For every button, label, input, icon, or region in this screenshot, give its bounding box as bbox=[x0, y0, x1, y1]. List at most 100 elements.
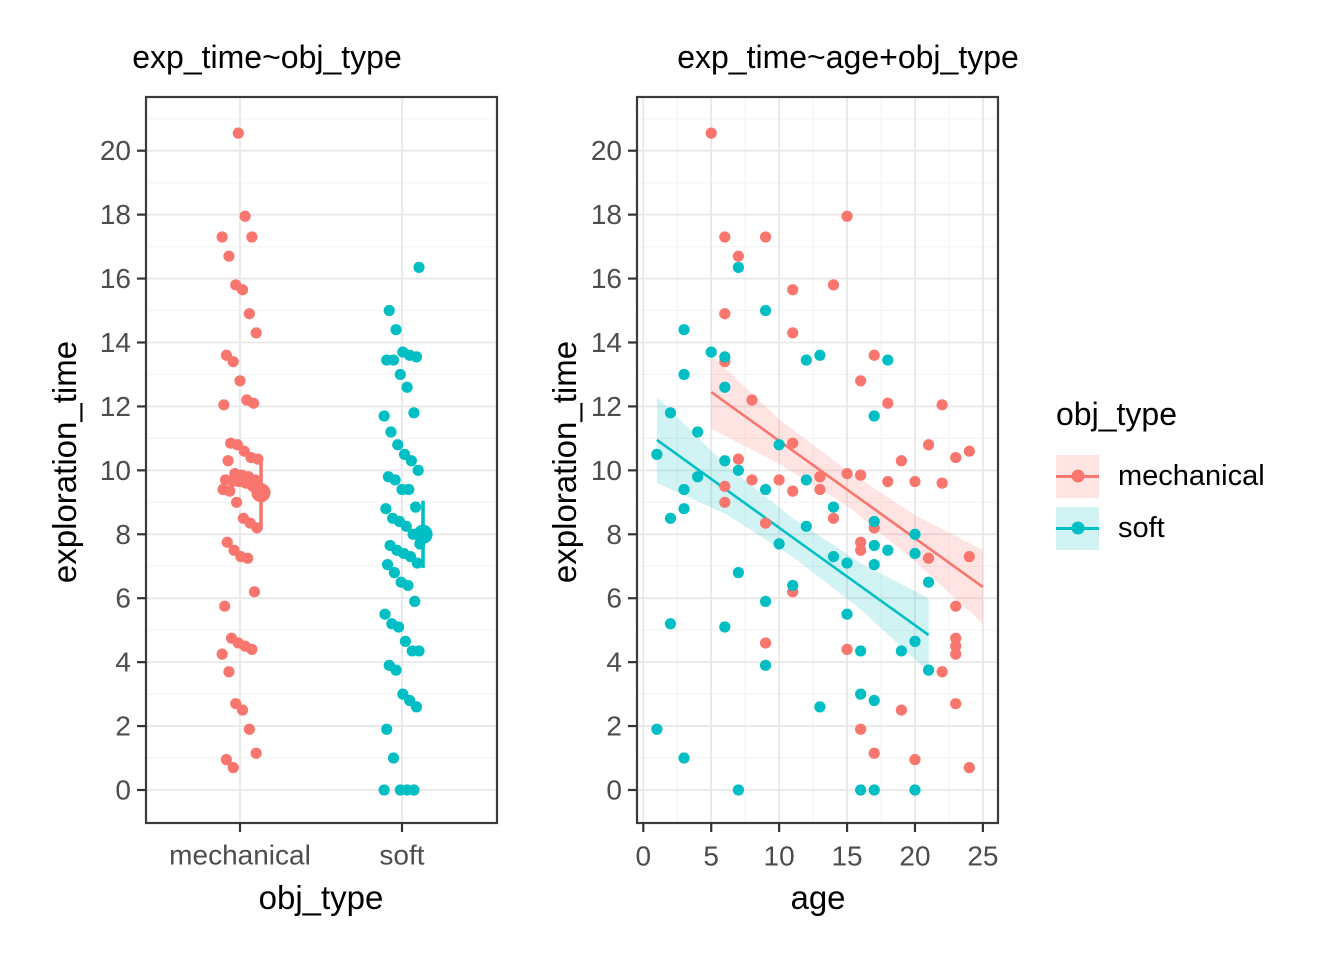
data-point-mechanical bbox=[759, 517, 772, 529]
data-point-mechanical bbox=[963, 762, 975, 774]
jitter-point-soft bbox=[394, 368, 406, 381]
y-tick-label: 2 bbox=[606, 711, 622, 742]
mean-point-soft bbox=[413, 524, 433, 544]
data-point-soft bbox=[868, 694, 880, 707]
data-point-mechanical bbox=[909, 754, 921, 766]
jitter-point-soft bbox=[378, 784, 390, 796]
data-point-soft bbox=[664, 618, 677, 630]
jitter-point-mechanical bbox=[218, 399, 230, 411]
jitter-point-mechanical bbox=[243, 723, 255, 735]
jitter-point-soft bbox=[400, 520, 412, 532]
data-point-mechanical bbox=[759, 637, 772, 649]
jitter-point-mechanical bbox=[239, 210, 251, 222]
jitter-point-soft bbox=[405, 455, 417, 467]
panel-border bbox=[144, 95, 499, 825]
jitter-point-mechanical bbox=[242, 552, 254, 564]
jitter-point-soft bbox=[412, 464, 424, 476]
data-point-soft bbox=[705, 346, 717, 358]
fit-line-soft bbox=[656, 438, 930, 637]
data-point-mechanical bbox=[855, 544, 867, 556]
data-point-soft bbox=[719, 455, 731, 467]
data-point-mechanical bbox=[936, 666, 948, 678]
y-tick-label: 16 bbox=[100, 263, 131, 294]
data-point-mechanical bbox=[719, 231, 731, 243]
data-point-soft bbox=[922, 576, 935, 588]
jitter-point-soft bbox=[378, 410, 390, 422]
data-point-soft bbox=[868, 515, 880, 528]
y-tick-label: 0 bbox=[606, 775, 622, 806]
jitter-point-soft bbox=[403, 483, 415, 496]
jitter-point-soft bbox=[410, 501, 422, 513]
data-point-soft bbox=[678, 368, 690, 381]
x-category-label: soft bbox=[379, 840, 424, 871]
panel-background bbox=[146, 97, 497, 823]
jitter-point-mechanical bbox=[248, 586, 261, 598]
y-tick-label: 2 bbox=[115, 711, 131, 742]
data-point-soft bbox=[678, 324, 690, 336]
data-point-soft bbox=[800, 474, 812, 486]
data-point-mechanical bbox=[732, 250, 744, 262]
data-point-soft bbox=[868, 539, 880, 552]
jitter-point-soft bbox=[379, 608, 391, 620]
x-category-label: mechanical bbox=[169, 840, 311, 871]
panel-border bbox=[635, 95, 1000, 825]
jitter-point-soft bbox=[392, 439, 404, 451]
data-point-soft bbox=[895, 645, 907, 657]
jitter-point-soft bbox=[410, 701, 423, 713]
data-point-soft bbox=[855, 688, 867, 700]
data-point-soft bbox=[814, 349, 826, 361]
data-point-mechanical bbox=[827, 512, 840, 524]
data-point-soft bbox=[841, 557, 853, 569]
y-tick-label: 14 bbox=[100, 327, 131, 358]
data-point-mechanical bbox=[868, 747, 880, 759]
data-point-mechanical bbox=[855, 723, 867, 735]
data-point-soft bbox=[855, 784, 867, 796]
data-point-soft bbox=[922, 664, 935, 676]
jitter-point-soft bbox=[381, 559, 394, 571]
right-x-axis-title: age bbox=[790, 879, 846, 916]
data-point-mechanical bbox=[814, 483, 826, 496]
y-tick-label: 14 bbox=[591, 327, 622, 358]
jitter-point-mechanical bbox=[250, 747, 262, 759]
data-point-soft bbox=[800, 520, 812, 532]
jitter-point-mechanical bbox=[216, 648, 228, 660]
legend-label-soft: soft bbox=[1118, 511, 1165, 544]
data-point-soft bbox=[827, 551, 840, 563]
data-point-mechanical bbox=[895, 455, 907, 467]
data-point-soft bbox=[787, 579, 799, 592]
data-point-mechanical bbox=[950, 698, 962, 710]
jitter-point-mechanical bbox=[227, 356, 239, 368]
data-point-soft bbox=[692, 471, 704, 483]
jitter-point-mechanical bbox=[236, 284, 249, 296]
y-tick-label: 10 bbox=[591, 455, 622, 486]
x-tick-label: 5 bbox=[703, 841, 719, 872]
jitter-point-mechanical bbox=[223, 666, 235, 678]
data-point-soft bbox=[800, 354, 812, 366]
data-point-mechanical bbox=[950, 600, 962, 612]
jitter-point-soft bbox=[413, 261, 425, 273]
legend-entry-mechanical: mechanical bbox=[1056, 453, 1265, 499]
jitter-point-mechanical bbox=[248, 397, 260, 409]
data-point-mechanical bbox=[719, 308, 731, 320]
y-tick-label: 8 bbox=[606, 519, 622, 550]
jitter-point-mechanical bbox=[221, 536, 233, 548]
jitter-point-mechanical bbox=[216, 231, 228, 243]
jitter-point-mechanical bbox=[234, 375, 246, 387]
jitter-point-soft bbox=[381, 723, 393, 735]
data-point-soft bbox=[909, 784, 921, 796]
x-tick-label: 15 bbox=[831, 841, 862, 872]
jitter-point-soft bbox=[385, 426, 397, 438]
data-point-mechanical bbox=[855, 375, 867, 387]
x-tick-label: 10 bbox=[764, 841, 795, 872]
data-point-mechanical bbox=[950, 632, 962, 644]
legend: obj_type mechanical soft bbox=[1056, 396, 1265, 557]
data-point-soft bbox=[719, 621, 731, 633]
y-tick-label: 6 bbox=[115, 583, 131, 614]
data-point-mechanical bbox=[855, 469, 867, 481]
jitter-point-mechanical bbox=[224, 485, 236, 497]
data-point-mechanical bbox=[882, 475, 894, 488]
jitter-point-soft bbox=[409, 595, 421, 608]
jitter-point-mechanical bbox=[232, 127, 244, 139]
